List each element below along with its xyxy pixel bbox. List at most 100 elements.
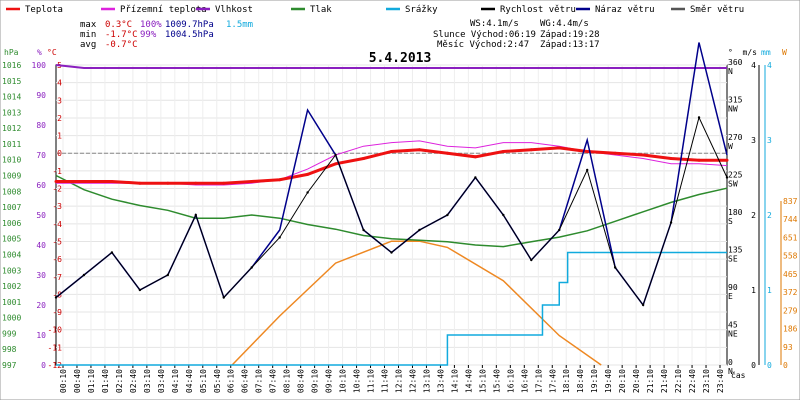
wind-speed-point (586, 168, 589, 172)
x-tick-label: 00:40 (73, 369, 82, 393)
mm-tick: 2 (767, 211, 772, 220)
mm-tick: 4 (767, 61, 772, 70)
x-tick-label: 09:40 (325, 369, 334, 393)
stats-temp: -0.7°C (105, 40, 138, 50)
pct-tick: 10 (36, 331, 46, 340)
temperature-point (613, 151, 617, 155)
dir-tick-name: W (728, 142, 733, 151)
x-tick-label: 17:40 (548, 369, 557, 393)
x-tick-label: 12:10 (394, 369, 403, 393)
ms-tick: 4 (751, 61, 756, 70)
hpa-tick: 998 (2, 345, 17, 354)
w-tick: 279 (783, 306, 798, 315)
pct-tick: 30 (36, 271, 46, 280)
dir-tick-name: NW (728, 105, 738, 114)
hpa-tick: 1010 (2, 156, 21, 165)
ms-tick: 3 (751, 136, 756, 145)
x-tick-label: 10:10 (339, 369, 348, 393)
ms-tick: 0 (751, 361, 756, 370)
stats-moon-set: Západ:13:17 (540, 40, 600, 50)
dir-tick: 360 (728, 58, 743, 67)
x-tick-label: 18:10 (562, 369, 571, 393)
temp-tick: -5 (52, 237, 62, 246)
w-tick: 837 (783, 197, 798, 206)
axis-title-hpa: hPa (4, 48, 19, 57)
w-tick: 0 (783, 361, 788, 370)
solar-radiation-line (231, 240, 602, 366)
plot-area (55, 64, 728, 366)
x-tick-label: 22:40 (688, 369, 697, 393)
temperature-point (473, 155, 477, 159)
temp-tick: -1 (52, 167, 62, 176)
x-tick-label: 15:40 (492, 369, 501, 393)
x-tick-label: 15:10 (478, 369, 487, 393)
wind-speed-point (334, 153, 337, 157)
hpa-tick: 1005 (2, 235, 21, 244)
hpa-tick: 1015 (2, 77, 21, 86)
x-tick-label: 23:40 (716, 369, 725, 393)
hpa-tick: 1008 (2, 187, 21, 196)
stats-moon: Měsíc Východ:2:47 (437, 40, 529, 50)
x-tick-label: 10:40 (353, 369, 362, 393)
x-tick-label: 11:40 (381, 369, 390, 393)
w-tick: 186 (783, 325, 798, 334)
x-tick-label: 07:40 (269, 369, 278, 393)
mm-tick: 3 (767, 136, 772, 145)
hpa-tick: 1011 (2, 140, 21, 149)
hpa-tick: 1000 (2, 314, 21, 323)
temp-tick: -11 (48, 343, 63, 352)
legend-label: Rychlost větru (500, 5, 576, 15)
dir-tick: 270 (728, 133, 743, 142)
wind-speed-point (418, 228, 421, 232)
x-axis-title: čas (731, 370, 746, 380)
x-tick-label: 01:40 (101, 369, 110, 393)
legend-label: Srážky (405, 5, 438, 15)
temperature-point (669, 157, 673, 161)
temperature-point (110, 179, 114, 183)
wind-speed-point (250, 266, 253, 269)
wind-speed-point (502, 213, 505, 217)
wind-speed-point (641, 303, 645, 307)
wind-speed-point (362, 228, 365, 232)
hpa-tick: 1014 (2, 93, 21, 102)
hpa-tick: 1002 (2, 282, 21, 291)
stats-rain: 1.5mm (226, 20, 253, 30)
x-tick-label: 08:40 (297, 369, 306, 393)
ms-tick: 2 (751, 211, 756, 220)
temperature-point (417, 148, 421, 152)
legend-label: Náraz větru (595, 5, 655, 15)
temp-tick: -3 (52, 202, 62, 211)
x-tick-label: 04:40 (185, 369, 194, 393)
wind-speed-point (530, 258, 533, 262)
hpa-tick: 1006 (2, 219, 21, 228)
temperature-point (306, 172, 310, 176)
temp-tick: -8 (52, 290, 62, 299)
x-tick-label: 12:40 (408, 369, 417, 393)
humidity-line (55, 64, 727, 69)
dir-tick-name: SE (728, 255, 738, 264)
legend-label: Směr větru (690, 5, 744, 15)
x-tick-label: 04:10 (171, 369, 180, 393)
stats-label: avg (80, 40, 96, 50)
hpa-tick: 1012 (2, 124, 21, 133)
pct-tick: 90 (36, 91, 46, 100)
pressure-line (55, 174, 728, 248)
pct-tick: 50 (36, 211, 46, 220)
dir-tick-name: S (728, 217, 733, 226)
pct-tick: 20 (36, 301, 46, 310)
mm-tick: 1 (767, 286, 772, 295)
wind-speed-point (194, 213, 197, 217)
temp-tick: 1 (57, 132, 62, 141)
temp-tick: -2 (52, 185, 62, 194)
stats-humidity: 99% (140, 30, 157, 40)
temperature-point (390, 149, 393, 153)
hpa-tick: 1016 (2, 61, 21, 70)
x-tick-label: 11:10 (367, 369, 376, 393)
stats-label: min (80, 30, 96, 40)
dir-tick: 135 (728, 246, 743, 255)
x-tick-label: 03:40 (157, 369, 166, 393)
temperature-point (445, 151, 449, 155)
x-tick-label: 06:40 (241, 369, 250, 393)
axis-title-w: W (782, 48, 787, 57)
